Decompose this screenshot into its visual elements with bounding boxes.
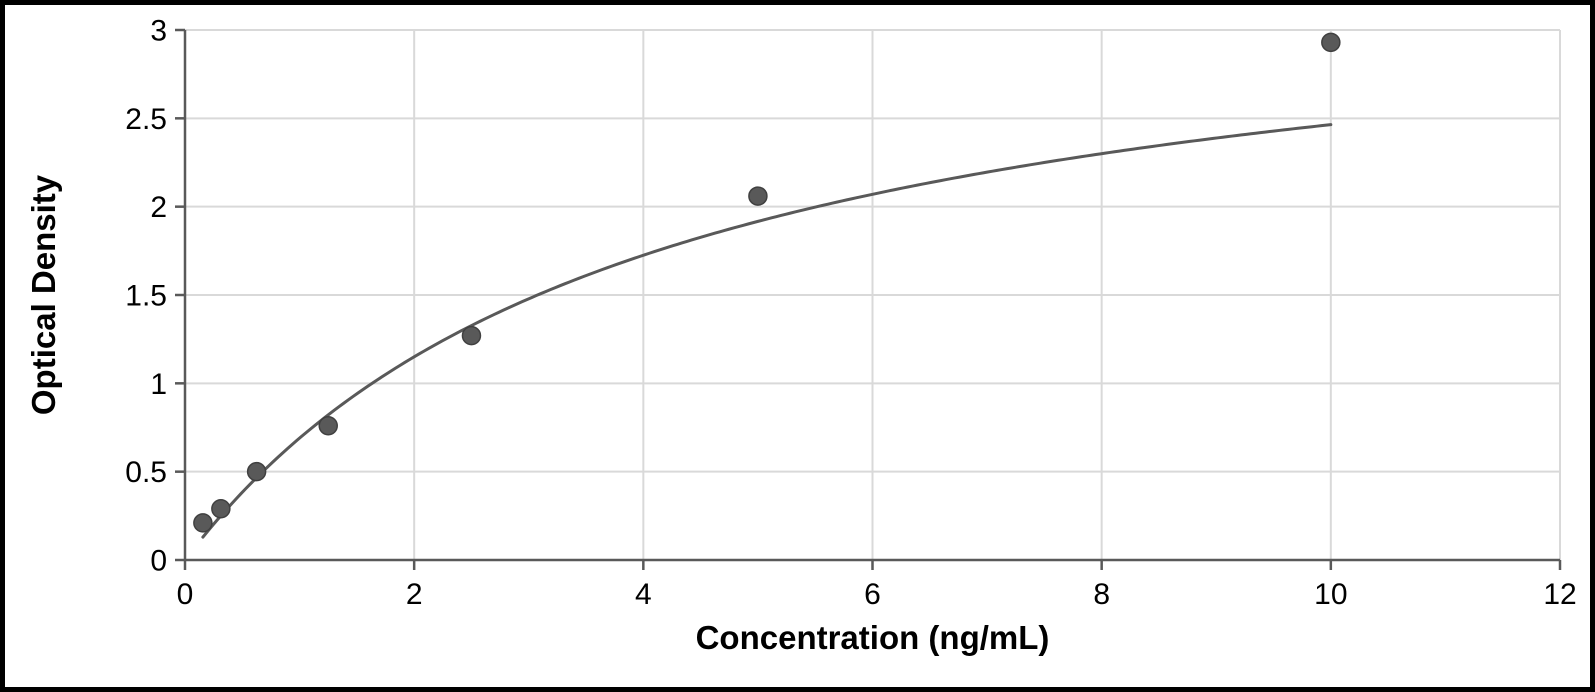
data-point-1	[212, 500, 230, 518]
data-point-6	[1322, 33, 1340, 51]
y-tick-label: 0	[150, 545, 167, 578]
data-point-2	[248, 463, 266, 481]
data-point-5	[749, 187, 767, 205]
y-tick-label: 1.5	[125, 280, 167, 313]
y-tick-label: 2	[150, 191, 167, 224]
x-tick-label: 0	[177, 578, 194, 611]
chart-svg: 0 2 4 6 8 10 12 0 0.5 1 1.5 2 2.5 3 Concentration (ng…	[5, 5, 1590, 687]
y-tick-label: 0.5	[125, 456, 167, 489]
x-tick-label: 2	[406, 578, 423, 611]
y-tick-label: 2.5	[125, 103, 167, 136]
x-tick-label: 8	[1093, 578, 1110, 611]
data-point-4	[462, 327, 480, 345]
data-point-3	[319, 417, 337, 435]
x-tick-label: 6	[864, 578, 881, 611]
y-tick-label: 3	[150, 15, 167, 48]
y-tick-label: 1	[150, 368, 167, 401]
x-tick-label: 10	[1314, 578, 1347, 611]
x-tick-label: 12	[1543, 578, 1576, 611]
y-axis-label: Optical Density	[25, 174, 62, 415]
x-axis-label: Concentration (ng/mL)	[696, 619, 1050, 656]
x-tick-label: 4	[635, 578, 652, 611]
data-point-0	[194, 514, 212, 532]
chart-frame: 0 2 4 6 8 10 12 0 0.5 1 1.5 2 2.5 3 Concentration (ng…	[0, 0, 1595, 692]
